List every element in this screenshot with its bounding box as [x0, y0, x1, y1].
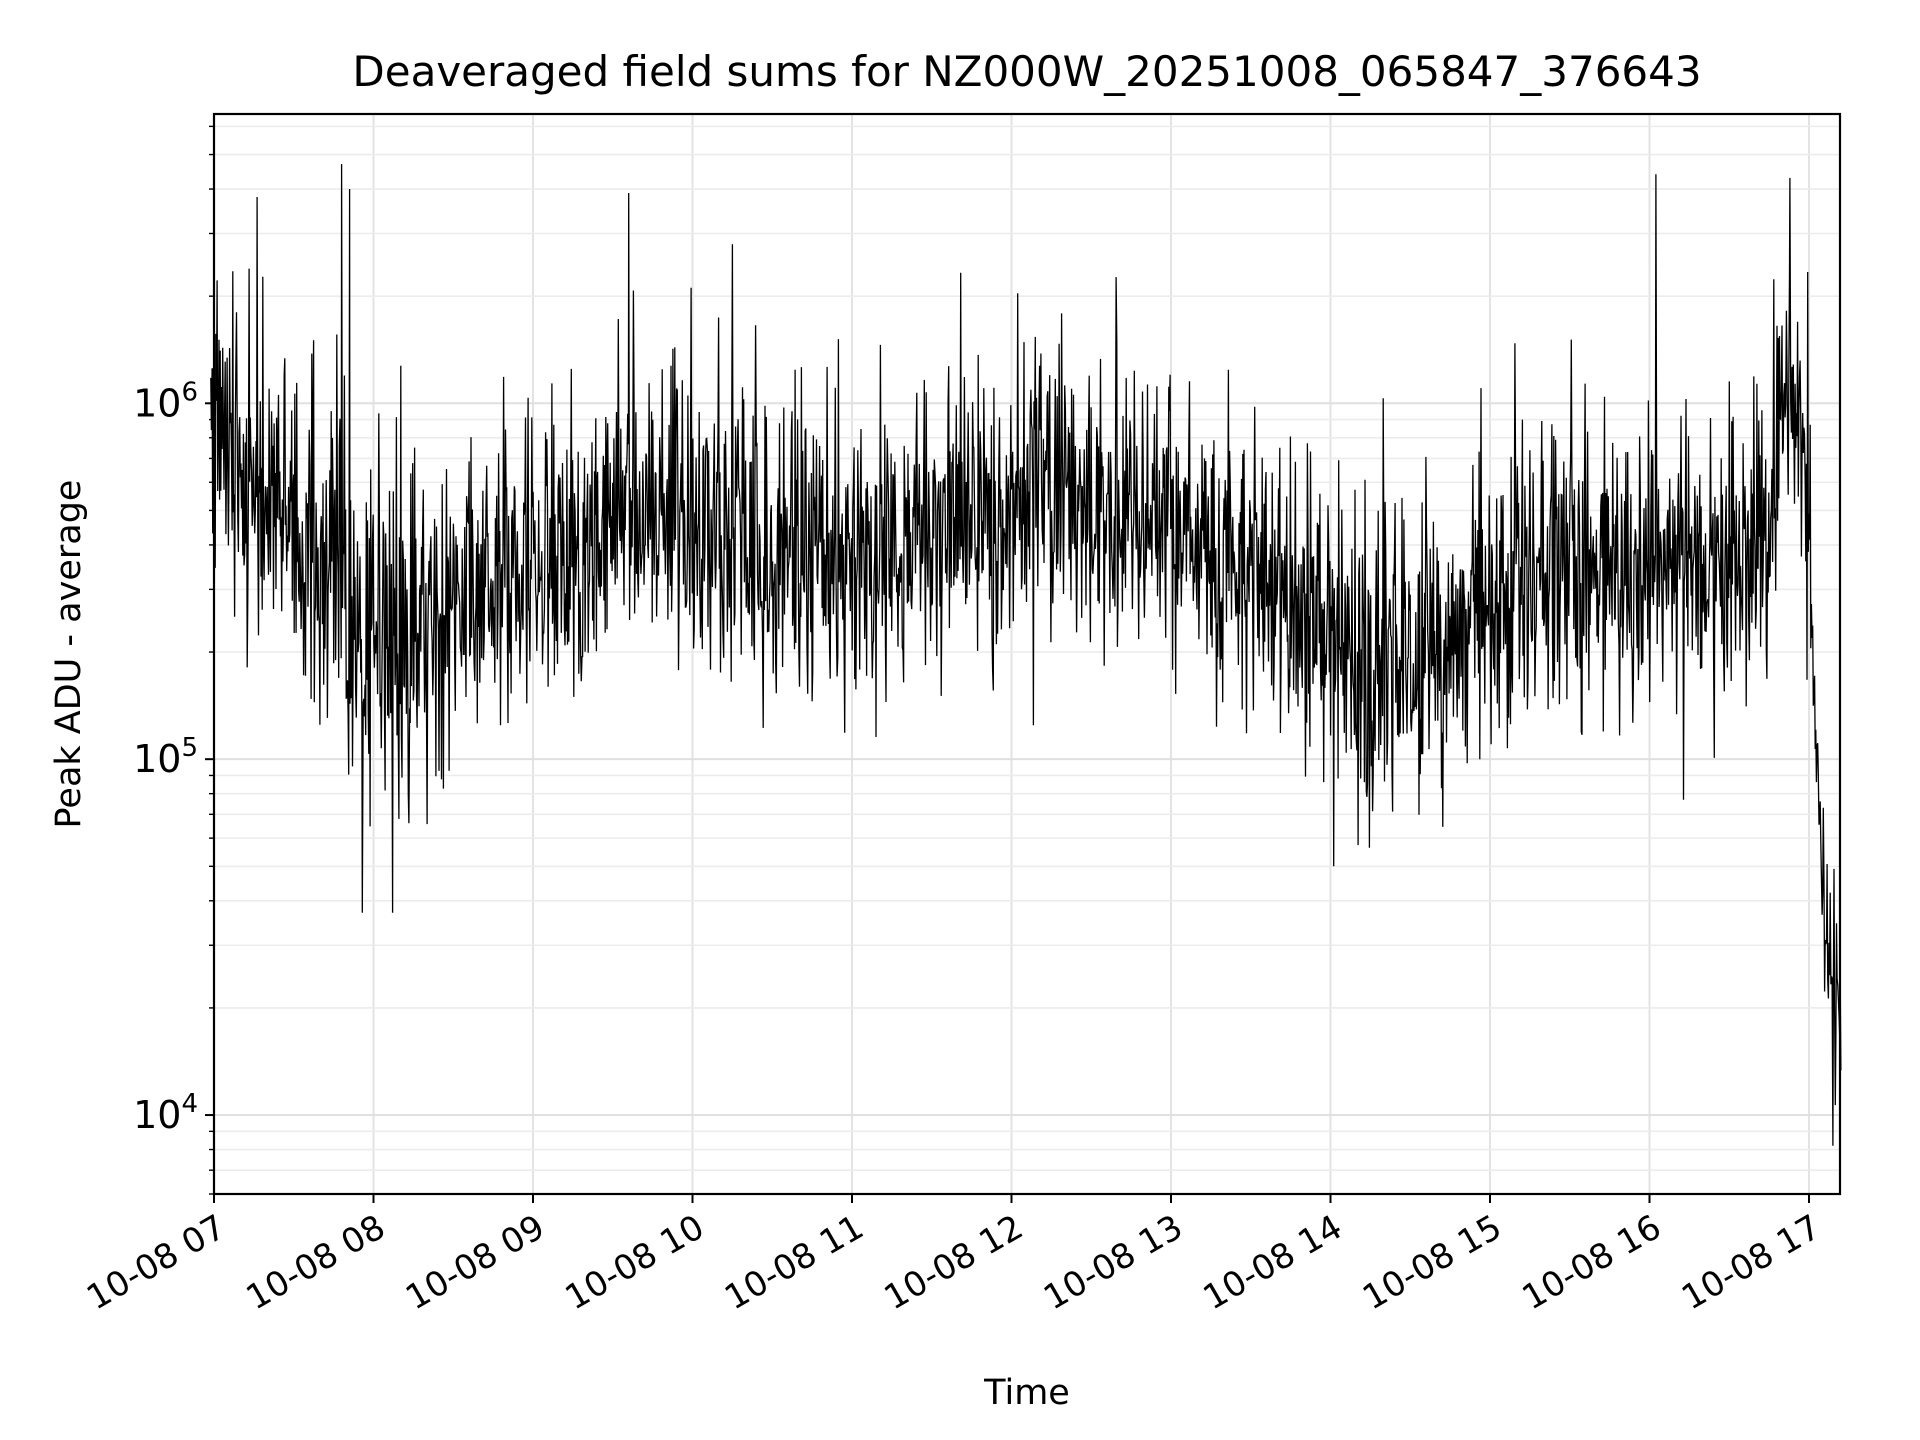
chart-title: Deaveraged field sums for NZ000W_2025100… [352, 47, 1701, 96]
series-path [210, 164, 1842, 1146]
x-axis-label: Time [983, 1373, 1070, 1413]
y-axis: 104 105 106 [133, 125, 214, 1195]
y-tick-label: 105 [133, 733, 198, 781]
plot-frame [212, 112, 1842, 1196]
series-line [210, 164, 1842, 1146]
y-axis-label: Peak ADU - average [49, 480, 89, 829]
y-tick-label: 104 [133, 1089, 198, 1137]
y-tick-label: 106 [133, 377, 198, 425]
